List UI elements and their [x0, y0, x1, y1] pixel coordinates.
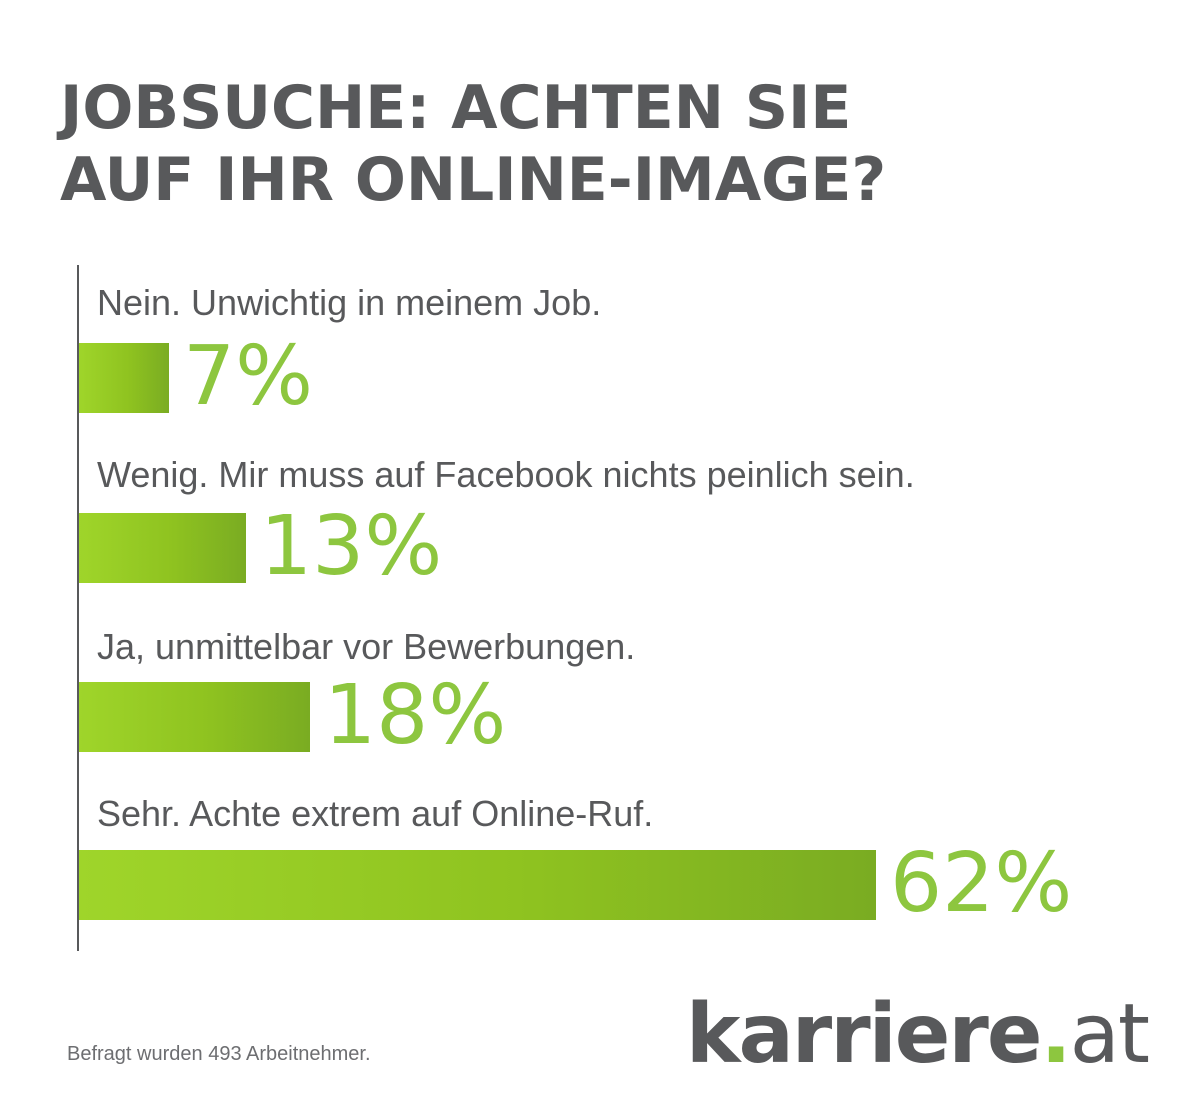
value-label: 7%: [183, 329, 314, 424]
category-label: Sehr. Achte extrem auf Online-Ruf.: [97, 793, 654, 834]
chart-title: JOBSUCHE: ACHTEN SIE AUF IHR ONLINE-IMAG…: [60, 72, 1160, 216]
category-label: Wenig. Mir muss auf Facebook nichts pein…: [97, 454, 915, 495]
bar: [79, 513, 246, 583]
category-label: Ja, unmittelbar vor Bewerbungen.: [97, 626, 636, 667]
survey-footnote: Befragt wurden 493 Arbeitnehmer.: [67, 1043, 371, 1065]
chart-title-line-2: AUF IHR ONLINE-IMAGE?: [60, 145, 887, 215]
karriere-logo: karriere.at: [685, 987, 1150, 1082]
logo-dot: .: [1040, 987, 1071, 1082]
logo-brand: karriere: [685, 987, 1043, 1082]
category-label: Nein. Unwichtig in meinem Job.: [97, 282, 602, 323]
chart-axis-line: [77, 265, 79, 951]
value-label: 13%: [260, 499, 443, 594]
bar: [79, 682, 310, 752]
value-label: 18%: [324, 668, 507, 763]
value-label: 62%: [890, 836, 1073, 931]
bar: [79, 850, 876, 920]
bar: [79, 343, 169, 413]
chart-title-line-1: JOBSUCHE: ACHTEN SIE: [60, 73, 852, 143]
logo-tld: at: [1069, 987, 1150, 1082]
